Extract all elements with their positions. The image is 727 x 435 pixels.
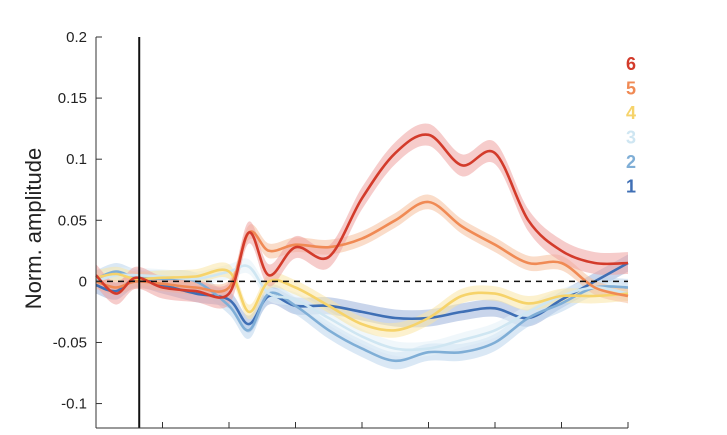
legend: 6 5 4 3 2 1: [626, 54, 636, 197]
line-series-5: [95, 200, 629, 298]
y-tick-label: -0.05: [53, 334, 87, 351]
legend-entry-6: 6: [626, 54, 636, 74]
error-band-series-6: [96, 123, 628, 309]
error-band-series-3: [96, 258, 628, 358]
legend-entry-2: 2: [626, 152, 636, 172]
y-axis-title: Norm. amplitude: [21, 148, 46, 309]
y-tick-label: 0.15: [58, 90, 87, 107]
y-tick-label: -0.1: [61, 396, 87, 413]
y-tick-label: 0.2: [66, 29, 87, 46]
y-tick-label: 0: [79, 273, 87, 290]
legend-entry-3: 3: [626, 128, 636, 148]
line-series-4: [95, 268, 629, 332]
y-tick-label: 0.1: [66, 151, 87, 168]
line-series-6: [95, 133, 629, 299]
legend-entry-1: 1: [626, 177, 636, 197]
error-band-series-1: [96, 254, 628, 333]
x-axis-ticks: [95, 422, 629, 428]
legend-entry-4: 4: [626, 103, 636, 123]
y-tick-label: 0.05: [58, 212, 87, 229]
error-bands: [96, 123, 628, 370]
series-lines: [95, 133, 629, 363]
legend-entry-5: 5: [626, 79, 636, 99]
error-band-series-4: [96, 262, 628, 338]
y-axis-ticks: 0.2 0.15 0.1 0.05 0 -0.05 -0.1: [53, 29, 102, 413]
